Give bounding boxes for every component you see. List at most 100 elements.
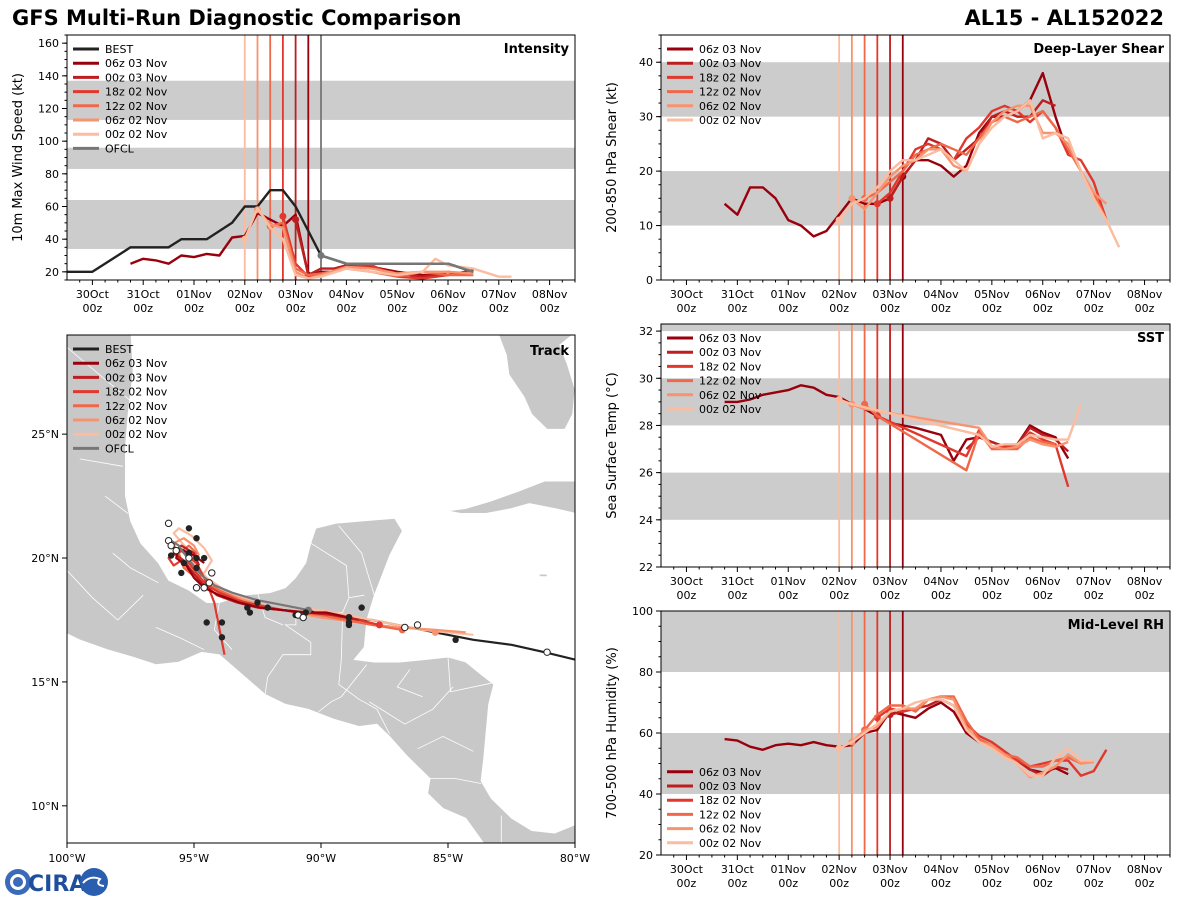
sst-series-06z-02-nov xyxy=(851,403,1069,451)
track-dot-filled xyxy=(200,554,208,562)
sst-ytick-label: 22 xyxy=(639,561,653,574)
shear-ytick-label: 10 xyxy=(639,220,653,233)
sst-ytick-label: 30 xyxy=(639,372,653,385)
track-dot-open xyxy=(172,546,180,555)
storm-id: AL15 - AL152022 xyxy=(964,6,1165,30)
intensity-xtick-label: 00z xyxy=(235,302,255,315)
shear-xtick-label: 04Nov xyxy=(923,288,959,301)
shear-xtick-label: 00z xyxy=(880,302,900,315)
shear-ytick-label: 40 xyxy=(639,56,653,69)
intensity-xtick-label: 00z xyxy=(83,302,103,315)
border-line-20 xyxy=(417,735,474,752)
intensity-ytick-label: 140 xyxy=(38,70,59,83)
rh-xtick-label: 00z xyxy=(880,877,900,890)
rh-legend-label-00z-03-nov: 00z 03 Nov xyxy=(699,780,762,793)
shear-marker-18z-02-nov xyxy=(873,200,881,208)
sst-xtick-label: 00z xyxy=(778,589,798,602)
border-line-16 xyxy=(79,458,123,467)
track-ytick-label: 15°N xyxy=(31,676,59,689)
cira-logo: CIRA xyxy=(5,868,108,897)
intensity-legend-label-18z-02-nov: 18z 02 Nov xyxy=(105,86,168,99)
shear-series-00z-02-nov xyxy=(838,99,1121,248)
track-dot-open xyxy=(401,623,409,632)
rh-xtick-label: 00z xyxy=(1135,877,1155,890)
shear-xtick-label: 08Nov xyxy=(1127,288,1163,301)
sst-xtick-label: 08Nov xyxy=(1127,575,1163,588)
sst-legend-label-12z-02-nov: 12z 02 Nov xyxy=(699,375,762,388)
sst-xtick-label: 00z xyxy=(1084,589,1104,602)
rh-xtick-label: 00z xyxy=(982,877,1002,890)
track-ytick-label: 25°N xyxy=(31,428,59,441)
track-dot-open xyxy=(164,519,173,528)
sst-legend-label-06z-03-nov: 06z 03 Nov xyxy=(699,332,762,345)
shear-series-18z-02-nov xyxy=(876,104,1108,221)
rh-xtick-label: 31Oct xyxy=(721,863,755,876)
shear-xtick-label: 00z xyxy=(1135,302,1155,315)
border-line-14 xyxy=(104,495,129,514)
intensity-xtick-label: 00z xyxy=(387,302,407,315)
sst-xtick-label: 06Nov xyxy=(1025,575,1061,588)
sst-xtick-label: 00z xyxy=(982,589,1002,602)
intensity-xtick-label: 00z xyxy=(337,302,357,315)
track-dot-filled xyxy=(185,525,193,532)
border-line-8 xyxy=(67,347,141,410)
track-dot-filled xyxy=(218,619,226,626)
rh-xtick-label: 02Nov xyxy=(821,863,857,876)
shear-xtick-label: 00z xyxy=(1084,302,1104,315)
intensity-legend-label-12z-02-nov: 12z 02 Nov xyxy=(105,100,168,113)
shear-series-12z-02-nov xyxy=(864,110,1108,221)
intensity-xtick-label: 00z xyxy=(540,302,560,315)
rh-series-12z-02-nov xyxy=(863,695,1094,768)
track-dot-filled xyxy=(244,604,251,611)
track-dot-filled xyxy=(203,619,210,626)
shear-legend-label-18z-02-nov: 18z 02 Nov xyxy=(699,71,762,84)
intensity-marker-00z-03-nov xyxy=(292,216,300,224)
track-xtick-label: 85°W xyxy=(433,852,463,865)
border-line-4 xyxy=(447,657,492,693)
intensity-legend-label-06z-03-nov: 06z 03 Nov xyxy=(105,57,168,70)
intensity-chart: 2040608010012014016030Oct00z31Oct00z01No… xyxy=(11,34,576,315)
track-panel-title: Track xyxy=(530,344,569,359)
rh-xtick-label: 06Nov xyxy=(1025,863,1061,876)
border-line-13 xyxy=(338,525,375,596)
track-legend-label-ofcl: OFCL xyxy=(105,442,135,455)
intensity-xtick-label: 03Nov xyxy=(278,288,314,301)
border-line-10 xyxy=(213,602,233,650)
track-dot-filled xyxy=(193,535,200,542)
land-mexico-central-america xyxy=(67,335,575,843)
sst-xtick-label: 05Nov xyxy=(974,575,1010,588)
rh-xtick-label: 00z xyxy=(1084,877,1104,890)
track-plot xyxy=(67,335,636,873)
rh-ylabel: 700-500 hPa Humidity (%) xyxy=(605,647,620,819)
shear-legend-label-12z-02-nov: 12z 02 Nov xyxy=(699,86,762,99)
shear-legend-label-00z-02-nov: 00z 02 Nov xyxy=(699,114,762,127)
border-line-7 xyxy=(628,841,636,873)
rh-ytick-label: 40 xyxy=(639,788,653,801)
intensity-xtick-label: 00z xyxy=(286,302,306,315)
intensity-xtick-label: 00z xyxy=(133,302,153,315)
rh-xtick-label: 00z xyxy=(727,877,747,890)
intensity-xtick-label: 00z xyxy=(184,302,204,315)
shear-xtick-label: 05Nov xyxy=(974,288,1010,301)
track-legend-label-06z-03-nov: 06z 03 Nov xyxy=(105,357,168,370)
intensity-ytick-label: 80 xyxy=(45,168,59,181)
border-line-9 xyxy=(67,570,144,621)
intensity-legend-label-00z-03-nov: 00z 03 Nov xyxy=(105,71,168,84)
track-dot-filled xyxy=(178,569,185,577)
intensity-marker-ofcl xyxy=(317,252,325,259)
track-legend-label-12z-02-nov: 12z 02 Nov xyxy=(105,400,168,413)
track-dot-filled xyxy=(180,559,188,567)
intensity-series-06z-02-nov xyxy=(256,209,474,280)
sst-xtick-label: 03Nov xyxy=(872,575,908,588)
track-dot-filled xyxy=(452,636,459,643)
rh-xtick-label: 00z xyxy=(778,877,798,890)
intensity-ylabel: 10m Max Wind Speed (kt) xyxy=(11,73,26,242)
logo-text: CIRA xyxy=(28,872,86,897)
rh-ytick-label: 100 xyxy=(632,605,653,618)
shear-marker-00z-02-nov xyxy=(835,216,843,224)
rh-plot xyxy=(661,611,1170,855)
sst-ytick-label: 24 xyxy=(639,514,653,527)
sst-xtick-label: 00z xyxy=(1033,589,1053,602)
intensity-ytick-label: 100 xyxy=(38,135,59,148)
